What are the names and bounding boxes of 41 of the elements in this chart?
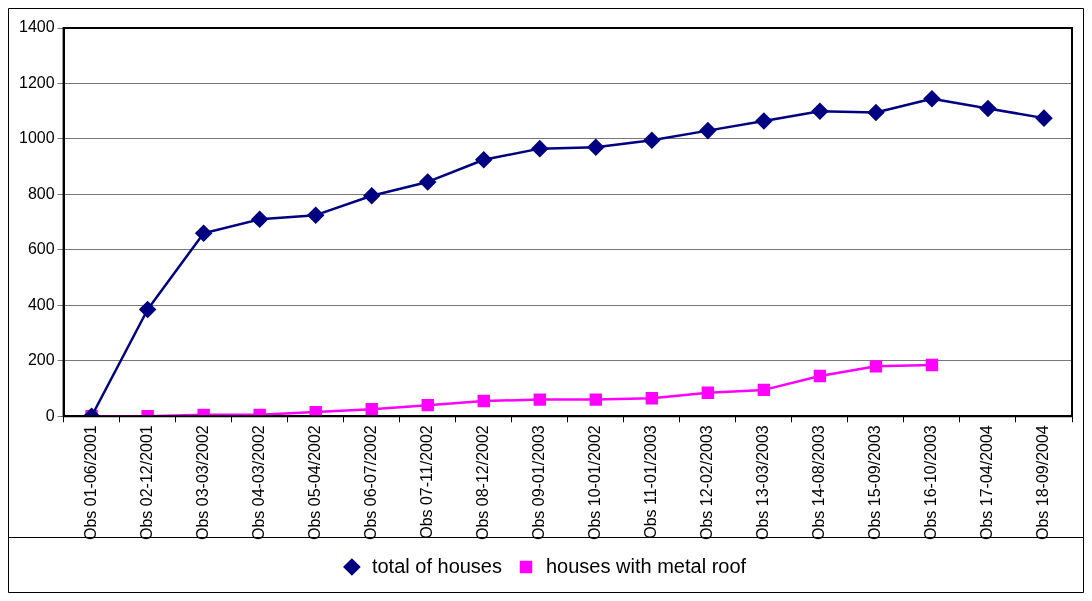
point [757, 383, 771, 397]
y-tick-label: 0 [45, 406, 55, 424]
point [251, 211, 268, 228]
point [1035, 109, 1053, 127]
point [755, 112, 773, 130]
y-tick-label: 1000 [19, 129, 55, 147]
point [699, 122, 717, 139]
point [869, 360, 883, 373]
point [923, 90, 941, 107]
point [307, 206, 324, 224]
point [587, 139, 605, 156]
point [813, 369, 827, 383]
legend-label: houses with metal roof [546, 554, 747, 577]
y-tick-label: 600 [27, 240, 55, 258]
point [979, 100, 997, 117]
point [925, 358, 939, 372]
point [421, 398, 434, 412]
point [533, 393, 546, 406]
y-tick-label: 1200 [19, 73, 55, 91]
y-tick-label: 200 [27, 351, 55, 369]
point [589, 393, 603, 406]
point [645, 392, 659, 405]
point [867, 104, 885, 121]
point [531, 140, 549, 157]
point [475, 151, 493, 168]
y-tick-label: 1400 [19, 18, 55, 36]
point [701, 386, 715, 399]
point [139, 301, 156, 318]
point [811, 102, 829, 120]
point [477, 394, 490, 408]
legend-label: total of houses [371, 554, 502, 577]
y-tick-label: 400 [27, 295, 55, 313]
point [365, 403, 378, 416]
y-tick-label: 800 [27, 184, 55, 202]
point [419, 173, 436, 191]
x-tick-label: Obs 11-01/2003 [642, 425, 660, 539]
x-tick-label: Obs 07-11/2002 [418, 425, 436, 539]
point [309, 405, 322, 417]
point [643, 132, 661, 149]
point [195, 224, 212, 242]
point [363, 187, 380, 205]
